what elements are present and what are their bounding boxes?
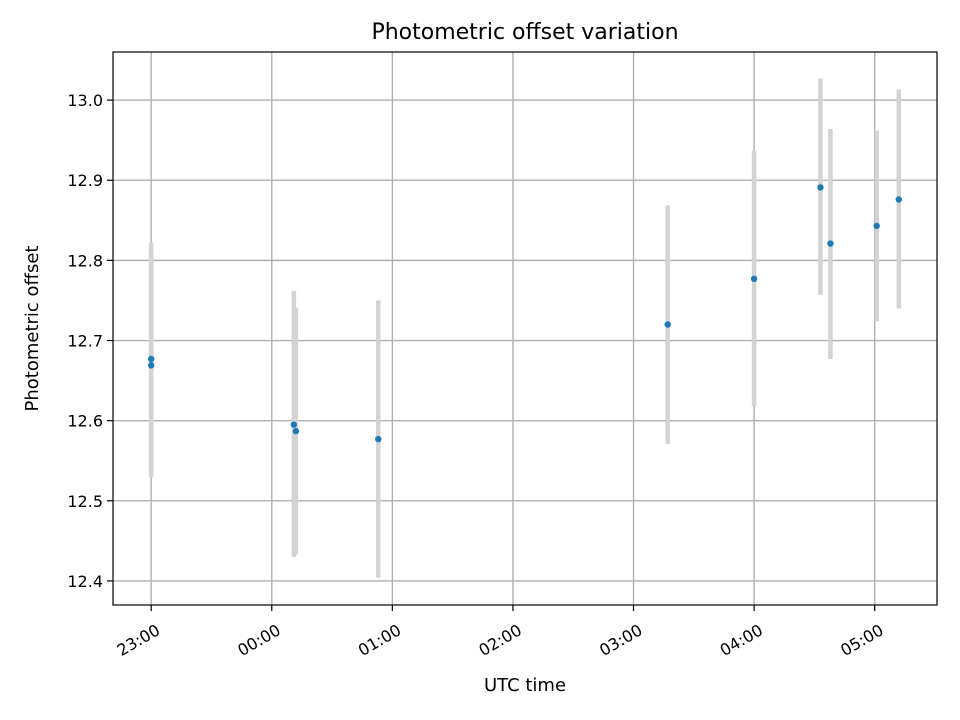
y-tick-label: 12.6 [67,412,103,431]
data-point [664,321,671,328]
x-axis-label: UTC time [484,675,566,696]
y-tick-label: 13.0 [67,91,103,110]
y-tick-label: 12.4 [67,572,103,591]
data-point [147,355,155,363]
data-point [290,421,298,428]
data-point [750,275,758,283]
data-point [292,427,300,435]
data-point [147,362,155,369]
y-axis-label: Photometric offset [22,246,43,412]
y-tick-label: 12.5 [67,492,103,511]
y-tick-label: 12.8 [67,251,103,270]
data-point [873,222,880,230]
y-tick-label: 12.9 [67,171,103,190]
plot-frame [112,51,938,606]
y-tick-label: 12.7 [67,332,103,351]
data-point [375,435,382,443]
data-point [827,240,834,247]
chart-title: Photometric offset variation [371,20,678,45]
data-point [895,196,903,203]
y-axis-ticks: 12.4 12.5 12.6 12.7 12.8 12.9 13.0 [67,91,113,591]
data-point [817,184,824,191]
data-points [147,184,903,443]
